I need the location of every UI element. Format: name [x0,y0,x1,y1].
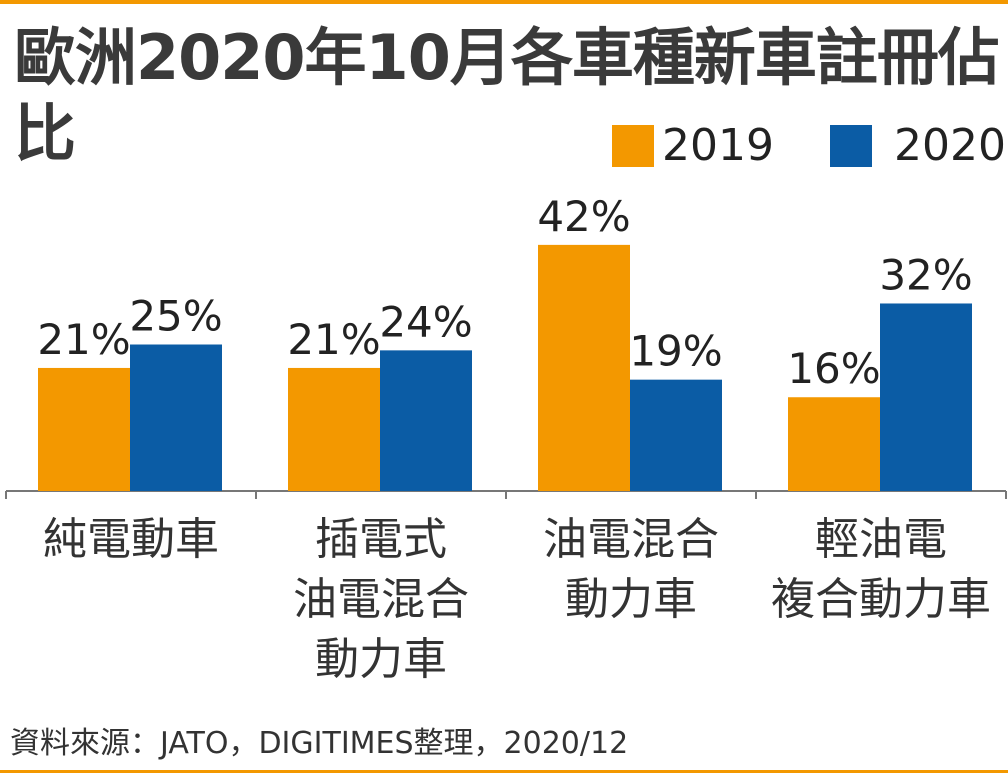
bottom-rule [0,770,1008,773]
category-label: 輕油電 複合動力車 [771,514,991,625]
bar-2019-1 [38,367,130,491]
top-rule [0,0,1008,4]
category-label: 插電式 油電混合 動力車 [293,514,469,685]
legend-label-2020: 2020 [894,120,1006,171]
legend-swatch-2020 [830,124,872,167]
legend-label-2019: 2019 [662,120,774,171]
bar-2019-2 [288,367,380,491]
category-label: 油電混合 動力車 [543,514,719,625]
legend-swatch-2019 [612,124,654,167]
bar-2020-2 [380,350,472,491]
bar-2020-1 [130,344,222,491]
legend-2020: 2020 [830,120,1006,171]
bar-2020-3 [630,379,722,491]
bar-2019-4 [788,397,880,491]
data-label: 21% [287,315,380,364]
bar-2019-3 [538,244,630,491]
bar-2020-4 [880,303,972,491]
data-label: 19% [629,327,722,376]
chart-title: 歐洲2020年10月各車種新車註冊佔比 [14,21,1000,170]
category-label: 純電動車 [43,514,219,565]
source-note: 資料來源：JATO，DIGITIMES整理，2020/12 [10,726,629,761]
data-label: 24% [379,297,472,346]
data-label: 42% [537,192,630,241]
data-label: 16% [787,344,880,393]
data-label: 25% [129,292,222,341]
data-label: 32% [879,250,972,299]
legend-2019: 2019 [612,120,774,171]
data-label: 21% [37,315,130,364]
